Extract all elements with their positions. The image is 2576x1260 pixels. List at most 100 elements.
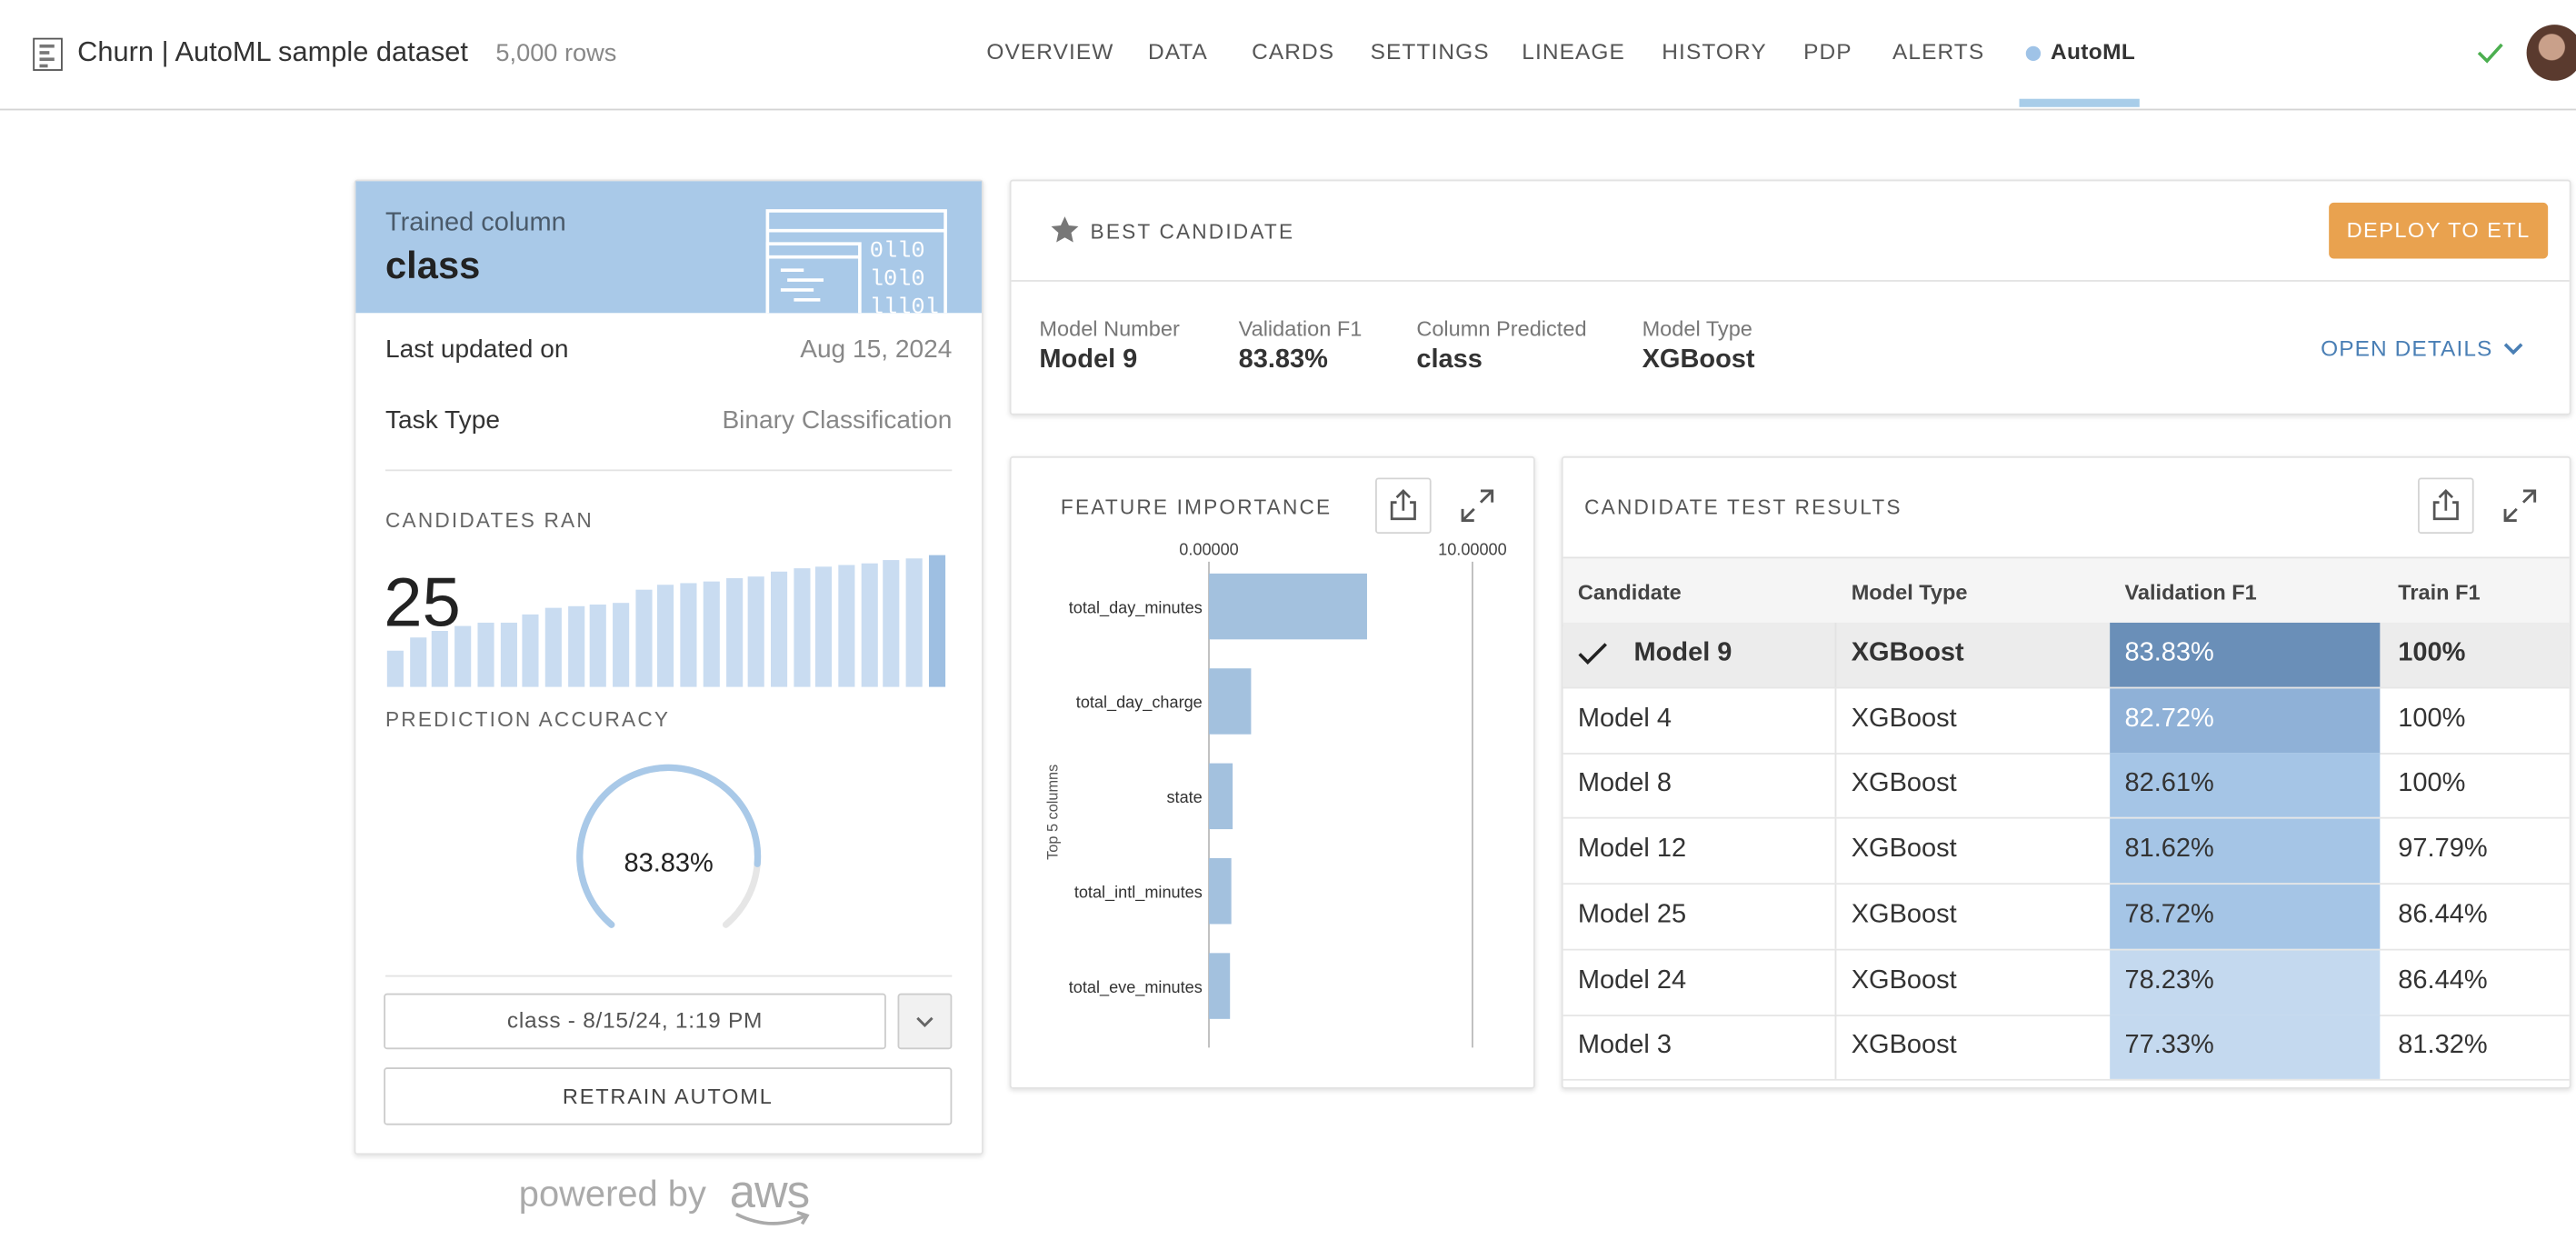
cell-validation-f1: 78.72% [2110, 884, 2381, 949]
feature-importance-card: FEATURE IMPORTANCE 0.00000 10.00000 Top 5 … [1009, 455, 1535, 1089]
feature-bar [1209, 763, 1233, 830]
candidates-count: 25 [384, 563, 461, 641]
trained-column-header: Trained column class 0ll0 l0l0 lll0l [355, 181, 982, 314]
feature-bar [1209, 857, 1232, 925]
sparkline-bar [477, 622, 494, 687]
tab-data[interactable]: DATA [1147, 39, 1208, 65]
table-row[interactable]: Model 12 XGBoost 81.62% 97.79% [1563, 818, 2570, 885]
tab-settings[interactable]: SETTINGS [1370, 39, 1490, 65]
cell-model-type: XGBoost [1851, 1031, 1957, 1060]
tab-overview[interactable]: OVERVIEW [986, 39, 1114, 65]
table-row[interactable]: Model 25 XGBoost 78.72% 86.44% [1563, 884, 2570, 951]
accuracy-gauge: 83.83% [566, 761, 771, 942]
tab-automl[interactable]: AutoML [2050, 39, 2136, 65]
sparkline-bar [747, 576, 765, 687]
metric-value-validation-f1: 83.83% [1238, 345, 1328, 375]
sparkline-bar [703, 581, 720, 687]
column-header-candidate[interactable]: Candidate [1577, 579, 1682, 605]
sparkline-bar [590, 605, 607, 687]
tab-pdp[interactable]: PDP [1803, 39, 1852, 65]
column-header-model-type[interactable]: Model Type [1851, 579, 1968, 605]
column-divider [1834, 687, 1837, 753]
export-button[interactable] [1375, 477, 1432, 535]
share-icon [2432, 489, 2459, 521]
table-row[interactable]: Model 9 XGBoost 83.83% 100% [1563, 622, 2570, 689]
column-divider [1834, 884, 1837, 949]
sparkline-bar [544, 607, 562, 687]
cell-candidate: Model 25 [1577, 900, 1687, 929]
sparkline-bar [657, 585, 674, 687]
validation-f1-value: 77.33% [2124, 1031, 2214, 1060]
expand-button[interactable] [2501, 486, 2540, 525]
cell-validation-f1: 82.61% [2110, 753, 2381, 818]
metric-label-validation-f1: Validation F1 [1238, 315, 1363, 342]
tab-cards[interactable]: CARDS [1252, 39, 1335, 65]
sparkline-bar [522, 614, 539, 687]
cell-validation-f1: 83.83% [2110, 622, 2381, 687]
cell-candidate: Model 3 [1577, 1031, 1672, 1060]
column-header-train-f1[interactable]: Train F1 [2398, 579, 2481, 605]
sparkline-bar [928, 555, 945, 687]
sparkline-bar [499, 622, 517, 687]
metric-label-model-number: Model Number [1039, 315, 1180, 342]
cell-validation-f1: 77.33% [2110, 1015, 2381, 1080]
run-select[interactable]: class - 8/15/24, 1:19 PM [384, 993, 886, 1050]
export-button[interactable] [2418, 477, 2474, 535]
column-header-validation-f1[interactable]: Validation F1 [2124, 579, 2257, 605]
deploy-to-etl-button[interactable]: DEPLOY TO ETL [2329, 202, 2549, 259]
dataset-title[interactable]: Churn | AutoML sample dataset [77, 35, 468, 68]
trained-column-name: class [385, 244, 481, 287]
sparkline-bar [770, 571, 787, 687]
open-details-link[interactable]: OPEN DETAILS [2321, 335, 2493, 361]
candidates-sparkline [386, 552, 951, 687]
table-row[interactable]: Model 8 XGBoost 82.61% 100% [1563, 753, 2570, 820]
svg-text:l0l0: l0l0 [870, 265, 925, 292]
validation-f1-value: 81.62% [2124, 835, 2214, 864]
sparkline-bar [634, 589, 652, 687]
cell-candidate: Model 9 [1633, 639, 1732, 667]
table-row[interactable]: Model 3 XGBoost 77.33% 81.32% [1563, 1015, 2570, 1082]
x-tick-label: 0.00000 [1179, 541, 1238, 559]
sparkline-bar [680, 583, 697, 687]
cell-model-type: XGBoost [1851, 900, 1957, 929]
validation-f1-value: 83.83% [2124, 639, 2214, 667]
cell-candidate: Model 12 [1577, 835, 1687, 864]
feature-label: total_eve_minutes [1069, 978, 1203, 997]
table-header-row: Candidate Model Type Validation F1 Train… [1563, 556, 2570, 626]
metric-value-column-predicted: class [1416, 345, 1483, 375]
top-bar: Churn | AutoML sample dataset 5,000 rows… [0, 0, 2576, 111]
candidate-test-results-card: CANDIDATE TEST RESULTS Candidate Model T… [1561, 455, 2571, 1089]
candidates-ran-title: CANDIDATES RAN [385, 508, 594, 533]
cell-model-type: XGBoost [1851, 965, 1957, 995]
cell-train-f1: 81.32% [2398, 1031, 2488, 1060]
best-candidate-card: BEST CANDIDATE DEPLOY TO ETL Model Numbe… [1009, 179, 2571, 415]
tab-history[interactable]: HISTORY [1662, 39, 1767, 65]
cell-train-f1: 100% [2398, 639, 2466, 667]
x-tick-label: 10.00000 [1438, 541, 1507, 559]
validation-f1-value: 78.23% [2124, 965, 2214, 995]
chevron-down-icon[interactable] [2501, 339, 2524, 359]
validation-f1-value: 82.61% [2124, 769, 2214, 798]
best-candidate-title: BEST CANDIDATE [1090, 220, 1295, 245]
avatar[interactable] [2526, 25, 2576, 81]
cell-candidate: Model 24 [1577, 965, 1687, 995]
best-candidate-header: BEST CANDIDATE DEPLOY TO ETL [1011, 181, 2570, 282]
metric-value-model-number: Model 9 [1039, 345, 1138, 375]
tab-lineage[interactable]: LINEAGE [1522, 39, 1625, 65]
svg-text:0ll0: 0ll0 [870, 238, 925, 265]
expand-button[interactable] [1458, 486, 1497, 525]
svg-text:lll0l: lll0l [870, 294, 939, 313]
sparkline-bar [725, 578, 743, 687]
retrain-automl-button[interactable]: RETRAIN AUTOML [384, 1067, 953, 1125]
sparkline-bar [386, 650, 404, 687]
cell-train-f1: 100% [2398, 704, 2466, 733]
table-row[interactable]: Model 4 XGBoost 82.72% 100% [1563, 687, 2570, 755]
table-row[interactable]: Model 24 XGBoost 78.23% 86.44% [1563, 949, 2570, 1016]
expand-icon [1461, 489, 1494, 523]
tab-alerts[interactable]: ALERTS [1892, 39, 1985, 65]
feature-label: state [1166, 788, 1202, 806]
metric-value-model-type: XGBoost [1642, 345, 1755, 375]
run-select-toggle[interactable] [897, 993, 953, 1050]
cell-candidate: Model 4 [1577, 704, 1672, 733]
